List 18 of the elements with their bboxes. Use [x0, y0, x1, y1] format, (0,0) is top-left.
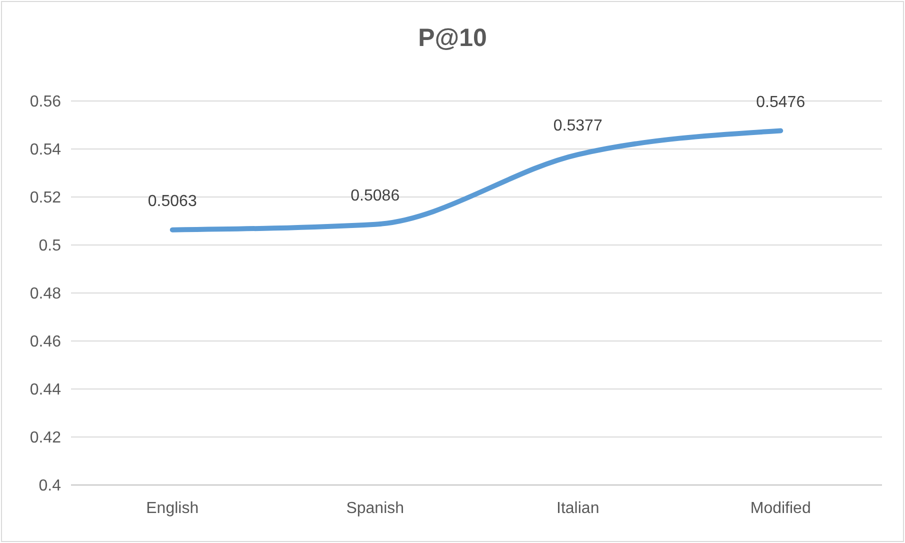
x-tick-label: Modified — [750, 500, 811, 517]
y-tick-label: 0.54 — [30, 142, 62, 159]
data-label: 0.5063 — [148, 192, 197, 210]
y-tick-label: 0.44 — [30, 382, 62, 399]
x-tick-label: Italian — [556, 500, 600, 517]
y-tick-label: 0.4 — [38, 478, 62, 495]
data-label: 0.5086 — [350, 187, 400, 204]
data-label: 0.5476 — [756, 94, 806, 111]
data-label: 0.5377 — [553, 118, 602, 135]
chart-title: P@10 — [418, 24, 487, 52]
y-tick-label: 0.56 — [30, 94, 62, 111]
y-tick-label: 0.46 — [30, 334, 62, 351]
x-tick-label: Spanish — [346, 500, 404, 517]
y-tick-label: 0.42 — [30, 430, 62, 447]
x-tick-label: English — [146, 500, 199, 517]
y-tick-label: 0.5 — [38, 238, 62, 255]
y-tick-label: 0.52 — [30, 190, 62, 207]
y-tick-label: 0.48 — [30, 286, 62, 303]
